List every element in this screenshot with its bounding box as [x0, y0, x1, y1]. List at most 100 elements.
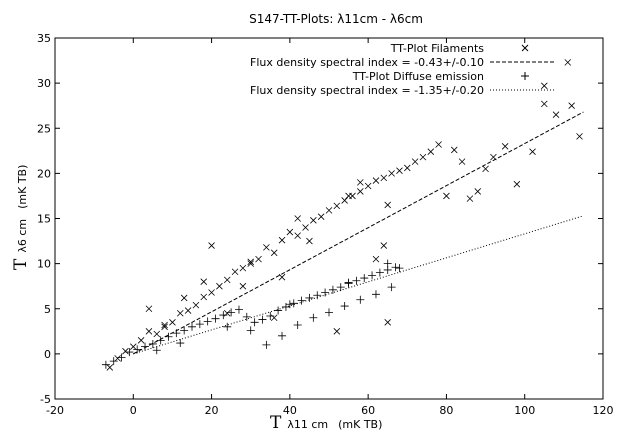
- filament-point: [161, 323, 168, 331]
- filament-point: [192, 301, 200, 309]
- filament-point: [223, 276, 231, 284]
- diffuse-point: [387, 283, 396, 292]
- legend-label-index-filaments: Flux density spectral index = -0.43+/-0.…: [250, 56, 484, 69]
- diffuse-point: [242, 312, 251, 321]
- diffuse-point: [375, 268, 384, 277]
- diffuse-point: [148, 339, 157, 348]
- filament-point: [302, 224, 309, 231]
- legend-label-filaments: TT-Plot Filaments: [390, 42, 485, 55]
- legend-entry-filaments: TT-Plot Filaments: [390, 42, 529, 55]
- filament-point: [216, 282, 223, 290]
- diffuse-point: [227, 308, 236, 317]
- x-tick-label: 80: [439, 404, 453, 417]
- diffuse-point: [368, 271, 377, 280]
- filament-point: [325, 207, 333, 214]
- diffuse-point: [188, 322, 196, 331]
- filament-point: [450, 146, 458, 154]
- filament-point: [552, 111, 560, 118]
- fit-line-filaments: [133, 111, 584, 355]
- x-tick-label: 120: [593, 404, 614, 417]
- filament-point: [513, 180, 521, 188]
- filament-point: [255, 255, 262, 263]
- diffuse-point: [176, 339, 185, 348]
- x-tick-label: 100: [514, 404, 535, 417]
- diffuse-point: [180, 326, 189, 335]
- diffuse-point: [101, 360, 110, 369]
- diffuse-point: [125, 348, 134, 357]
- diffuse-point: [211, 314, 220, 323]
- filament-point: [474, 188, 482, 195]
- diffuse-point: [152, 346, 161, 355]
- filament-point: [278, 236, 286, 244]
- diffuse-point: [297, 296, 306, 305]
- diffuse-point: [395, 264, 404, 273]
- filament-point: [200, 278, 208, 285]
- x-axis-ticks: -20 0 20 40 60 80 100 120: [46, 38, 614, 417]
- x-tick-label: 40: [283, 404, 297, 417]
- filament-point: [161, 321, 168, 329]
- filament-point: [419, 153, 427, 161]
- legend-marker-x: [521, 44, 529, 52]
- y-tick-label: 30: [37, 77, 51, 90]
- legend-label-index-diffuse: Flux density spectral index = -1.35+/-0.…: [250, 84, 484, 97]
- diffuse-point: [344, 278, 353, 287]
- y-tick-label: 10: [37, 258, 51, 271]
- filament-point: [384, 201, 391, 209]
- diffuse-point: [234, 305, 243, 314]
- filament-point: [184, 307, 192, 314]
- diffuse-point: [293, 320, 302, 329]
- diffuse-point: [246, 326, 255, 335]
- diffuse-point: [266, 311, 275, 320]
- y-tick-label: 15: [37, 213, 51, 226]
- filament-point: [294, 232, 301, 239]
- filament-point: [208, 289, 215, 296]
- filament-point: [396, 167, 403, 174]
- y-tick-label: 0: [44, 348, 51, 361]
- diffuse-point: [164, 332, 173, 341]
- diffuse-point: [285, 300, 294, 309]
- filament-point: [482, 165, 489, 173]
- fit-line-diffuse: [133, 215, 584, 355]
- diffuse-point: [371, 290, 380, 299]
- filament-point: [458, 158, 466, 165]
- filament-point: [345, 192, 352, 200]
- diffuse-point: [172, 329, 181, 338]
- filament-point: [529, 148, 536, 155]
- filament-point: [208, 242, 215, 249]
- chart-title: S147-TT-Plots: λ11cm - λ6cm: [249, 12, 423, 26]
- filament-point: [169, 319, 176, 326]
- diffuse-point: [356, 295, 365, 304]
- diffuse-point: [274, 306, 283, 315]
- filament-point: [137, 337, 145, 344]
- y-axis-label-subscript: λ6 cm: [16, 219, 29, 253]
- diffuse-point: [156, 336, 165, 345]
- diffuse-point: [383, 259, 392, 268]
- y-axis-label-unit: (mK TB): [16, 165, 29, 209]
- filament-point: [231, 268, 239, 276]
- filament-point: [388, 170, 395, 177]
- filament-point: [239, 282, 247, 290]
- diffuse-point: [133, 345, 142, 354]
- diffuse-point: [325, 308, 333, 317]
- filament-point: [130, 343, 137, 350]
- filament-point: [239, 264, 247, 272]
- filament-point: [357, 188, 364, 195]
- diffuse-point: [391, 263, 400, 272]
- diffuse-point: [203, 317, 212, 326]
- diffuse-point: [336, 283, 345, 292]
- filament-point: [380, 242, 388, 249]
- diffuse-point: [360, 274, 369, 283]
- filament-point: [317, 213, 325, 220]
- x-tick-label: 0: [130, 404, 137, 417]
- filament-point: [176, 309, 184, 317]
- diffuse-point: [258, 315, 267, 324]
- diffuse-point: [328, 285, 337, 294]
- filament-point: [372, 255, 380, 263]
- filament-point: [263, 244, 270, 251]
- x-tick-label: -20: [46, 404, 64, 417]
- diffuse-point: [223, 322, 232, 331]
- y-tick-label: 5: [44, 303, 51, 316]
- filament-point: [106, 364, 114, 371]
- x-axis-label-subscript: λ11 cm: [287, 418, 328, 431]
